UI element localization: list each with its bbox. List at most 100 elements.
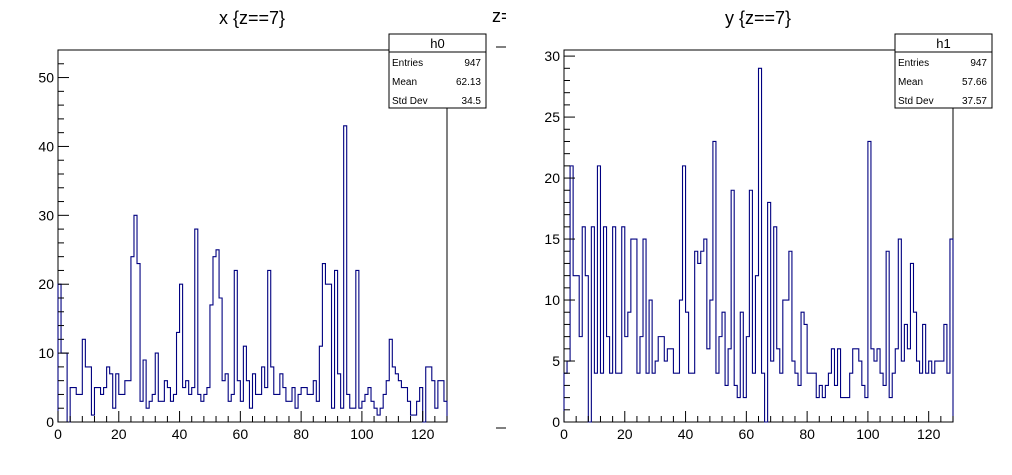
clipped-annotation: z= [492, 6, 506, 26]
histogram-bin [259, 394, 262, 422]
histogram-outline [57, 125, 448, 423]
histogram-bin [698, 263, 701, 422]
histogram-bin [907, 349, 910, 422]
stats-value: 62.13 [456, 77, 481, 88]
histogram-bin [600, 373, 603, 422]
x-tick-label: 40 [172, 426, 188, 442]
y-tick-label: 0 [46, 414, 54, 430]
histogram-bin [847, 398, 850, 422]
stats-label: Std Dev [898, 96, 934, 107]
histogram-bin [579, 337, 582, 422]
histogram-bin [883, 385, 886, 422]
histogram-bin [932, 373, 935, 422]
stats-box: h0 Entries 947 Mean 62.13 Std Dev 34.5 [388, 33, 487, 109]
histogram-bin [341, 408, 344, 422]
x-tick-label: 20 [617, 426, 633, 442]
histogram-x-svg: x {z==7} z= 0 20 40 60 80 100 120 0 10 20 30 40 50 h0 En… [38, 6, 506, 442]
histogram-bin [637, 373, 640, 422]
y-tick-label: 40 [38, 138, 54, 154]
histogram-bin [573, 276, 576, 422]
histogram-bin [676, 373, 679, 422]
histogram-bin [874, 361, 877, 422]
histogram-bin [920, 373, 923, 422]
histogram-bin [737, 398, 740, 422]
histogram-bin [780, 373, 783, 422]
histogram-bin [938, 361, 941, 422]
y-tick-label: 30 [544, 48, 560, 64]
histogram-bin [353, 408, 356, 422]
histogram-bin [701, 251, 704, 422]
histogram-outline [563, 67, 954, 423]
histogram-bin [256, 394, 259, 422]
histogram-bin [941, 361, 944, 422]
stats-value: 947 [970, 58, 987, 69]
histogram-bin [689, 373, 692, 422]
x-tick-label: 120 [917, 426, 941, 442]
histogram-bin [158, 401, 161, 422]
x-tick-label: 100 [856, 426, 880, 442]
histogram-bin [222, 381, 225, 422]
stats-label: Entries [392, 58, 423, 69]
histogram-bin [377, 415, 380, 422]
y-tick-label: 20 [544, 170, 560, 186]
histogram-bin [771, 361, 774, 422]
histogram-bin [101, 394, 104, 422]
stats-value: 34.5 [462, 96, 482, 107]
x-tick-label: 80 [293, 426, 309, 442]
histogram-bin [786, 300, 789, 422]
y-tick-label: 10 [544, 292, 560, 308]
y-tick-label: 15 [544, 231, 560, 247]
histogram-bin [625, 337, 628, 422]
y-tick-label: 50 [38, 70, 54, 86]
stats-label: Mean [898, 77, 923, 88]
histogram-bin [295, 408, 298, 422]
histogram-bin [610, 373, 613, 422]
y-tick-label: 5 [552, 353, 560, 369]
histogram-bin [664, 361, 667, 422]
histogram-bin [673, 373, 676, 422]
y-tick-label: 25 [544, 109, 560, 125]
x-tick-label: 120 [411, 426, 435, 442]
histogram-bin [401, 388, 404, 422]
x-tick-label: 60 [739, 426, 755, 442]
y-tick-label: 30 [38, 207, 54, 223]
stats-value: 947 [464, 58, 481, 69]
histogram-bin [594, 373, 597, 422]
histogram-bin [725, 385, 728, 422]
histogram-panel-x: x {z==7} z= 0 20 40 60 80 100 120 0 10 20 30 40 50 h0 En… [38, 6, 506, 442]
stats-value: 57.66 [962, 77, 987, 88]
histogram-bin [161, 401, 164, 422]
x-tick-label: 0 [560, 426, 568, 442]
histogram-y-svg: y {z==7} 0 20 40 60 80 100 120 0 5 10 15 20 25 30 h1 Ent… [544, 8, 993, 442]
histogram-panel-y: y {z==7} 0 20 40 60 80 100 120 0 5 10 15 20 25 30 h1 Ent… [506, 0, 1012, 475]
stats-box-name: h1 [936, 36, 950, 51]
histogram-bin [170, 401, 173, 422]
histogram-bin [716, 373, 719, 422]
x-tick-label: 100 [350, 426, 374, 442]
stats-label: Mean [392, 77, 417, 88]
chart-title: y {z==7} [725, 8, 791, 28]
histogram-bin [85, 367, 88, 422]
stats-value: 37.57 [962, 96, 987, 107]
y-tick-label: 20 [38, 276, 54, 292]
histogram-bin [822, 398, 825, 422]
x-tick-label: 60 [233, 426, 249, 442]
histogram-bin [392, 367, 395, 422]
histogram-bin [752, 373, 755, 422]
histogram-bin [128, 381, 131, 422]
stats-box-frame [894, 33, 993, 109]
stats-label: Std Dev [392, 96, 428, 107]
x-tick-label: 40 [678, 426, 694, 442]
histogram-bin [332, 408, 335, 422]
histogram-bin [325, 284, 328, 422]
histogram-bin [307, 394, 310, 422]
histogram-bin [183, 388, 186, 422]
histogram-bin [947, 373, 950, 422]
histogram-bin [692, 373, 695, 422]
x-tick-label: 80 [799, 426, 815, 442]
histogram-bin [901, 361, 904, 422]
histogram-bin [316, 401, 319, 422]
x-tick-label: 20 [111, 426, 127, 442]
stats-box: h1 Entries 947 Mean 57.66 Std Dev 37.57 [894, 33, 993, 109]
histogram-bin [834, 385, 837, 422]
